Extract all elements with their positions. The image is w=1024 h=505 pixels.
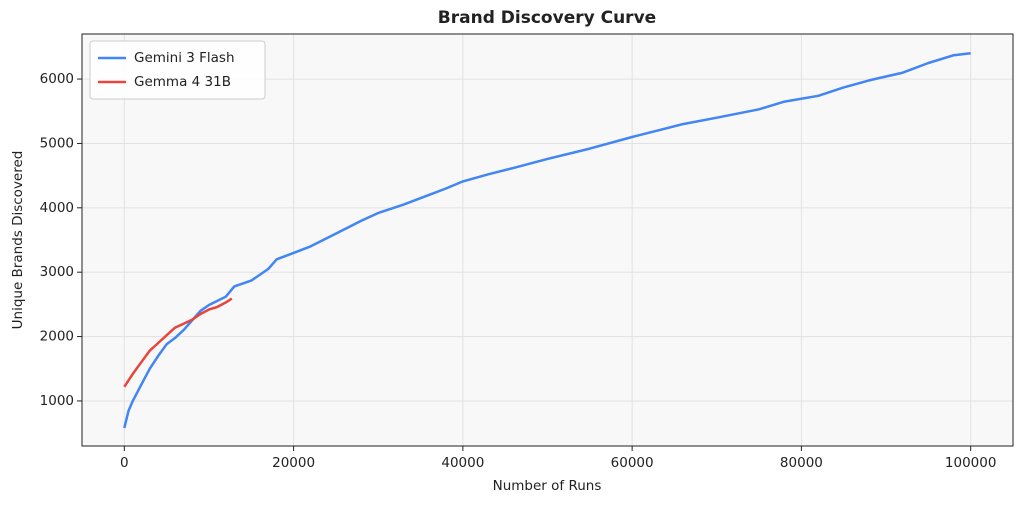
legend-box — [89, 40, 266, 100]
plot-frame — [81, 33, 1014, 447]
plot-area — [82, 34, 1013, 446]
x-tick-label: 100000 — [945, 455, 997, 471]
x-tick-label: 40000 — [441, 455, 484, 471]
y-tick-label: 3000 — [40, 264, 74, 280]
y-tick-label: 4000 — [40, 200, 74, 216]
x-tick-label: 60000 — [611, 455, 654, 471]
legend-label: Gemini 3 Flash — [134, 50, 235, 66]
series-line — [123, 297, 233, 388]
chart-title: Brand Discovery Curve — [438, 8, 656, 28]
x-axis-label: Number of Runs — [493, 478, 602, 494]
x-tick-label: 20000 — [272, 455, 315, 471]
y-axis-label: Unique Brands Discovered — [10, 151, 26, 330]
y-tick-label: 5000 — [40, 135, 74, 151]
x-tick-label: 0 — [120, 455, 129, 471]
legend: Gemini 3 Flash Gemma 4 31B — [89, 40, 266, 100]
x-tick-label: 80000 — [780, 455, 823, 471]
y-tick-label: 2000 — [40, 329, 74, 345]
series-line — [123, 52, 971, 429]
legend-label: Gemma 4 31B — [134, 74, 231, 90]
y-tick-label: 1000 — [40, 393, 74, 409]
y-tick-label: 6000 — [40, 71, 74, 87]
